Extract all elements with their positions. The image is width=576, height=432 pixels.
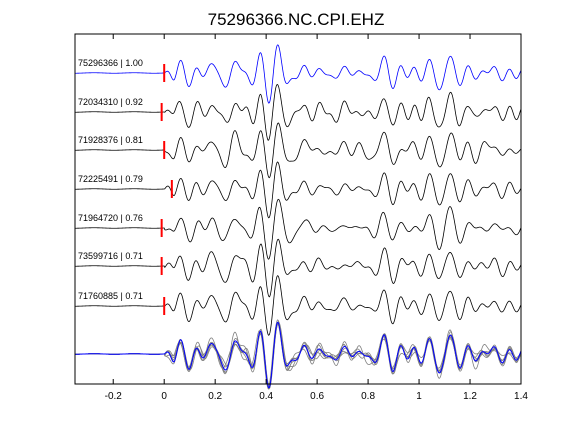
- trace-73599716: [74, 238, 522, 298]
- trace-label-73599716: 73599716 | 0.71: [78, 251, 143, 261]
- trace-72225491: [74, 161, 522, 219]
- x-tick-label: 0.2: [208, 391, 222, 402]
- x-tick-label: 0.4: [259, 391, 273, 402]
- x-tick-label: 0.8: [361, 391, 375, 402]
- trace-label-75296366: 75296366 | 1.00: [78, 58, 143, 68]
- trace-71928376: [74, 122, 522, 179]
- x-tick-label: 1.4: [514, 391, 528, 402]
- trace-75296366: [74, 44, 522, 104]
- x-tick-label: 1: [416, 391, 422, 402]
- trace-label-71928376: 71928376 | 0.81: [78, 135, 143, 145]
- trace-71760885: [74, 275, 522, 336]
- x-tick-label: -0.2: [105, 391, 123, 402]
- x-tick-label: 1.2: [463, 391, 477, 402]
- trace-label-71760885: 71760885 | 0.71: [78, 291, 143, 301]
- x-axis: -0.2 0 0.2 0.4 0.6 0.8 1 1.2 1.4: [105, 34, 528, 402]
- x-tick-label: 0: [161, 391, 167, 402]
- trace-72034310: [74, 84, 522, 141]
- trace-label-72225491: 72225491 | 0.79: [78, 174, 143, 184]
- plot-area: [74, 44, 522, 390]
- trace-label-71964720: 71964720 | 0.76: [78, 213, 143, 223]
- axes-frame: [74, 33, 522, 385]
- trace-label-72034310: 72034310 | 0.92: [78, 97, 143, 107]
- x-tick-label: 0.6: [310, 391, 324, 402]
- trace-71964720: [74, 198, 522, 260]
- chart-title: 75296366.NC.CPI.EHZ: [208, 10, 385, 29]
- stack-trace-reference: [74, 321, 522, 389]
- trace-labels: 75296366 | 1.00 72034310 | 0.92 71928376 |…: [78, 58, 143, 301]
